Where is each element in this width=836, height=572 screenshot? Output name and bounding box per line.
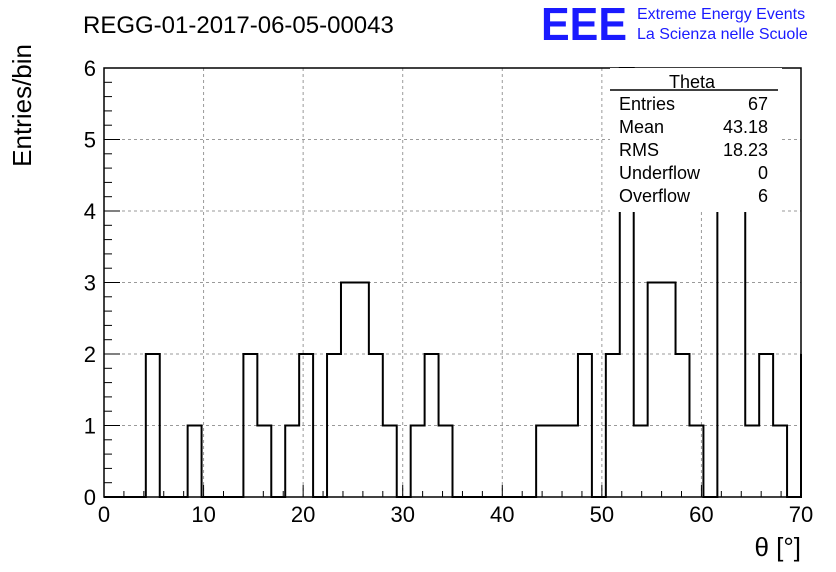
histogram-bin xyxy=(606,354,620,497)
stats-value: 18.23 xyxy=(723,140,768,160)
run-title: REGG-01-2017-06-05-00043 xyxy=(83,12,394,39)
stats-label: Entries xyxy=(619,94,675,114)
histogram-bin xyxy=(536,426,550,498)
histogram-bin xyxy=(411,426,425,498)
histogram-bin xyxy=(188,426,202,498)
histogram-bin xyxy=(564,426,578,498)
x-axis-label: θ [°] xyxy=(754,532,801,562)
histogram-bin xyxy=(745,426,759,498)
histogram-bin xyxy=(299,354,313,497)
histogram-bin xyxy=(550,426,564,498)
y-axis-ticks: 0 1 2 3 4 5 6 xyxy=(84,56,120,510)
x-axis-ticks: 0 10 20 30 40 50 60 70 xyxy=(98,485,813,527)
histogram-bin xyxy=(648,283,662,498)
stats-label: Mean xyxy=(619,117,664,137)
histogram-outline xyxy=(104,67,802,498)
y-axis-label: Entries/bin xyxy=(7,44,37,167)
stats-value: 67 xyxy=(748,94,768,114)
logo-subtitle-1: Extreme Energy Events xyxy=(637,6,805,23)
y-tick-label: 0 xyxy=(84,485,96,510)
histogram-bin xyxy=(662,283,676,498)
histogram-bin xyxy=(731,211,745,497)
x-tick-label: 20 xyxy=(291,502,315,527)
y-tick-label: 6 xyxy=(84,56,96,81)
stats-value: 6 xyxy=(758,186,768,206)
eee-logo-icon: EEE xyxy=(541,0,627,50)
x-tick-label: 60 xyxy=(689,502,713,527)
x-tick-label: 30 xyxy=(390,502,414,527)
stats-label: RMS xyxy=(619,140,659,160)
histogram-bin xyxy=(634,426,648,498)
x-tick-label: 10 xyxy=(191,502,215,527)
histogram-bin xyxy=(341,283,355,498)
stats-value: 43.18 xyxy=(723,117,768,137)
x-tick-label: 0 xyxy=(98,502,110,527)
x-tick-label: 50 xyxy=(590,502,614,527)
x-tick-label: 40 xyxy=(490,502,514,527)
y-tick-label: 3 xyxy=(84,271,96,296)
histogram-bars xyxy=(104,67,802,498)
y-tick-label: 4 xyxy=(84,199,96,224)
y-tick-label: 5 xyxy=(84,128,96,153)
logo-subtitle-2: La Scienza nelle Scuole xyxy=(637,26,808,43)
histogram-bin xyxy=(355,283,369,498)
histogram-bin xyxy=(773,426,787,498)
stats-label: Underflow xyxy=(619,163,701,183)
stats-label: Overflow xyxy=(619,186,691,206)
histogram-bin xyxy=(439,426,453,498)
histogram-bin xyxy=(383,426,397,498)
histogram-bin xyxy=(257,426,271,498)
y-tick-label: 1 xyxy=(84,414,96,439)
stats-value: 0 xyxy=(758,163,768,183)
stats-box: Theta Entries 67 Mean 43.18 RMS 18.23 Un… xyxy=(610,68,782,212)
histogram-bin xyxy=(285,426,299,498)
y-tick-label: 2 xyxy=(84,342,96,367)
x-tick-label: 70 xyxy=(789,502,813,527)
stats-title: Theta xyxy=(669,72,716,92)
